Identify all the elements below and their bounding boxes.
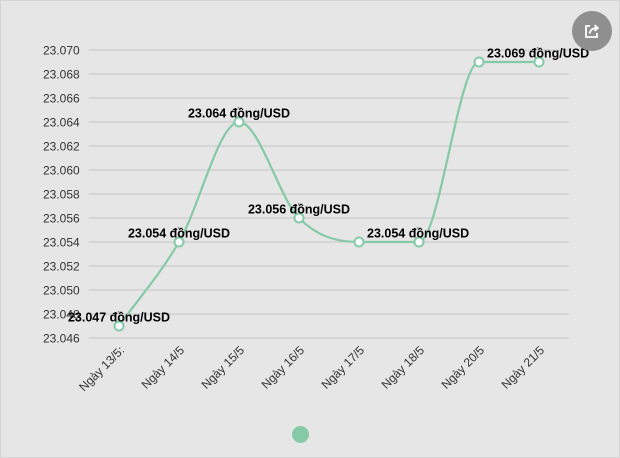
- y-tick-label: 23.056: [43, 212, 80, 226]
- data-point: [473, 56, 485, 68]
- y-tick-label: 23.070: [43, 44, 80, 58]
- x-tick-label: Ngày 17/5: [319, 343, 368, 392]
- y-tick-label: 23.062: [43, 140, 80, 154]
- data-point: [353, 236, 365, 248]
- y-tick-label: 23.068: [43, 68, 80, 82]
- series-line: [118, 60, 539, 327]
- y-tick-label: 23.064: [43, 116, 80, 130]
- y-tick-label: 23.054: [43, 236, 80, 250]
- data-point: [173, 236, 185, 248]
- x-tick-label: Ngày 20/5: [439, 343, 488, 392]
- y-tick-label: 23.046: [43, 332, 80, 346]
- data-label: 23.069 đồng/USD: [487, 47, 589, 61]
- y-tick-label: 23.048: [43, 308, 80, 322]
- x-tick-label: Ngày 21/5: [499, 343, 548, 392]
- y-tick-label: 23.052: [43, 260, 80, 274]
- data-point: [113, 320, 125, 332]
- x-tick-label: Ngày 18/5: [379, 343, 428, 392]
- share-button[interactable]: [572, 11, 612, 51]
- data-point: [533, 56, 545, 68]
- share-icon: [585, 24, 599, 38]
- legend-series-marker[interactable]: [292, 426, 309, 443]
- data-label: 23.064 đồng/USD: [188, 107, 290, 121]
- y-tick-label: 23.066: [43, 92, 80, 106]
- data-label: 23.047 đồng/USD: [68, 311, 170, 325]
- y-tick-label: 23.058: [43, 188, 80, 202]
- data-label: 23.054 đồng/USD: [128, 227, 230, 241]
- data-label: 23.056 đồng/USD: [248, 203, 350, 217]
- x-tick-label: Ngày 14/5: [139, 343, 188, 392]
- x-tick-label: Ngày 15/5: [199, 343, 248, 392]
- data-point: [293, 212, 305, 224]
- y-tick-label: 23.060: [43, 164, 80, 178]
- data-label: 23.054 đồng/USD: [367, 227, 469, 241]
- x-tick-label: Ngày 13/5:: [76, 343, 127, 394]
- data-point: [413, 236, 425, 248]
- data-point: [233, 116, 245, 128]
- y-tick-label: 23.050: [43, 284, 80, 298]
- x-tick-label: Ngày 16/5: [259, 343, 308, 392]
